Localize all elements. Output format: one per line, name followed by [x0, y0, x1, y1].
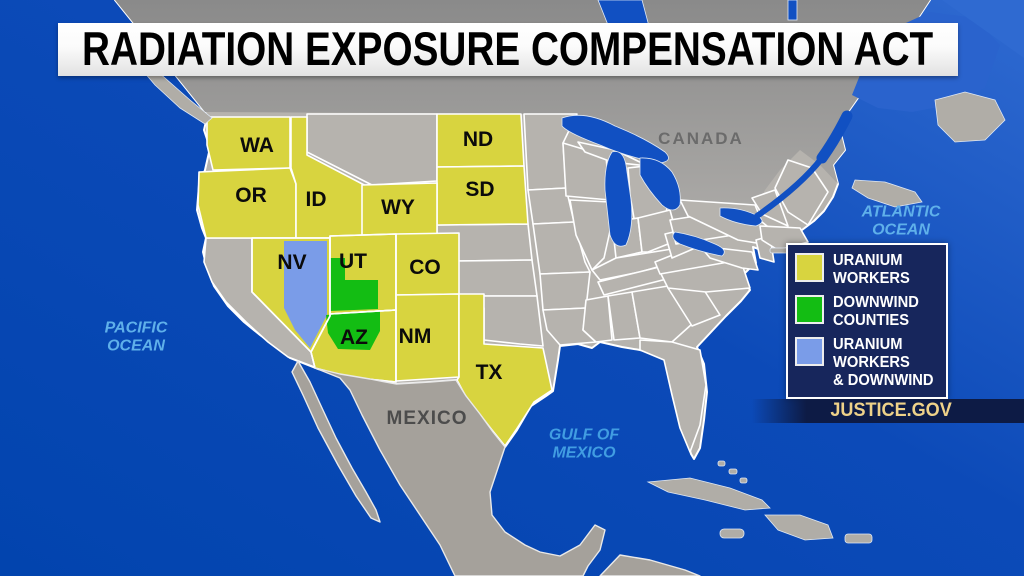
us-states-highlighted: [197, 113, 553, 447]
baja-california: [291, 360, 381, 523]
atlantic-ocean-label: ATLANTIC OCEAN: [861, 203, 941, 239]
gulf-of-mexico-label: GULF OF MEXICO: [548, 426, 620, 462]
legend-item-downwind-counties: DOWNWIND COUNTIES: [795, 294, 940, 329]
st-lawrence-mouth: [816, 110, 853, 164]
state-label-wy: WY: [381, 196, 415, 219]
nv-downwind-overlay: [284, 241, 327, 348]
nova-scotia: [851, 179, 923, 208]
mexico: [291, 360, 701, 576]
state-label-wa: WA: [240, 134, 274, 157]
state-label-az: AZ: [340, 326, 368, 349]
legend-item-uranium-workers: URANIUM WORKERS: [795, 252, 940, 287]
puerto-rico: [844, 533, 873, 544]
downwind-counties-swatch: [795, 295, 824, 325]
mexico-label: MEXICO: [386, 408, 468, 429]
legend: URANIUM WORKERS DOWNWIND COUNTIES URANIU…: [786, 243, 948, 400]
state-label-sd: SD: [465, 178, 495, 201]
attribution-text: JUSTICE.GOV: [830, 400, 952, 421]
state-label-co: CO: [409, 256, 441, 279]
legend-item-uranium-workers-and-downwind: URANIUM WORKERS & DOWNWIND: [795, 336, 940, 389]
uranium-workers-and-downwind-swatch: [795, 337, 824, 367]
page-title: RADIATION EXPOSURE COMPENSATION ACT: [82, 22, 934, 76]
cuba: [646, 477, 771, 511]
st-lawrence-river: [754, 155, 825, 219]
state-label-nd: ND: [462, 128, 494, 151]
newfoundland: [934, 91, 1006, 143]
state-label-id: ID: [305, 188, 327, 211]
jamaica: [719, 528, 745, 539]
canada-label: CANADA: [658, 129, 744, 148]
hispaniola: [764, 514, 834, 541]
state-label-nm: NM: [398, 325, 432, 348]
pacific-ocean-label: PACIFIC OCEAN: [104, 319, 168, 355]
us-states-gray: [203, 113, 829, 453]
state-label-or: OR: [235, 184, 267, 207]
attribution-band: JUSTICE.GOV: [752, 399, 1024, 423]
ut-downwind-overlay: [330, 258, 378, 311]
uranium-workers-swatch: [795, 253, 824, 282]
central-america: [599, 554, 701, 576]
ne-atlantic-corner: [942, 0, 1024, 58]
state-label-ut: UT: [339, 250, 367, 273]
state-label-tx: TX: [475, 361, 503, 384]
az-downwind-overlay: [326, 311, 380, 350]
state-label-nv: NV: [277, 251, 307, 274]
title-banner: RADIATION EXPOSURE COMPENSATION ACT: [58, 22, 958, 76]
